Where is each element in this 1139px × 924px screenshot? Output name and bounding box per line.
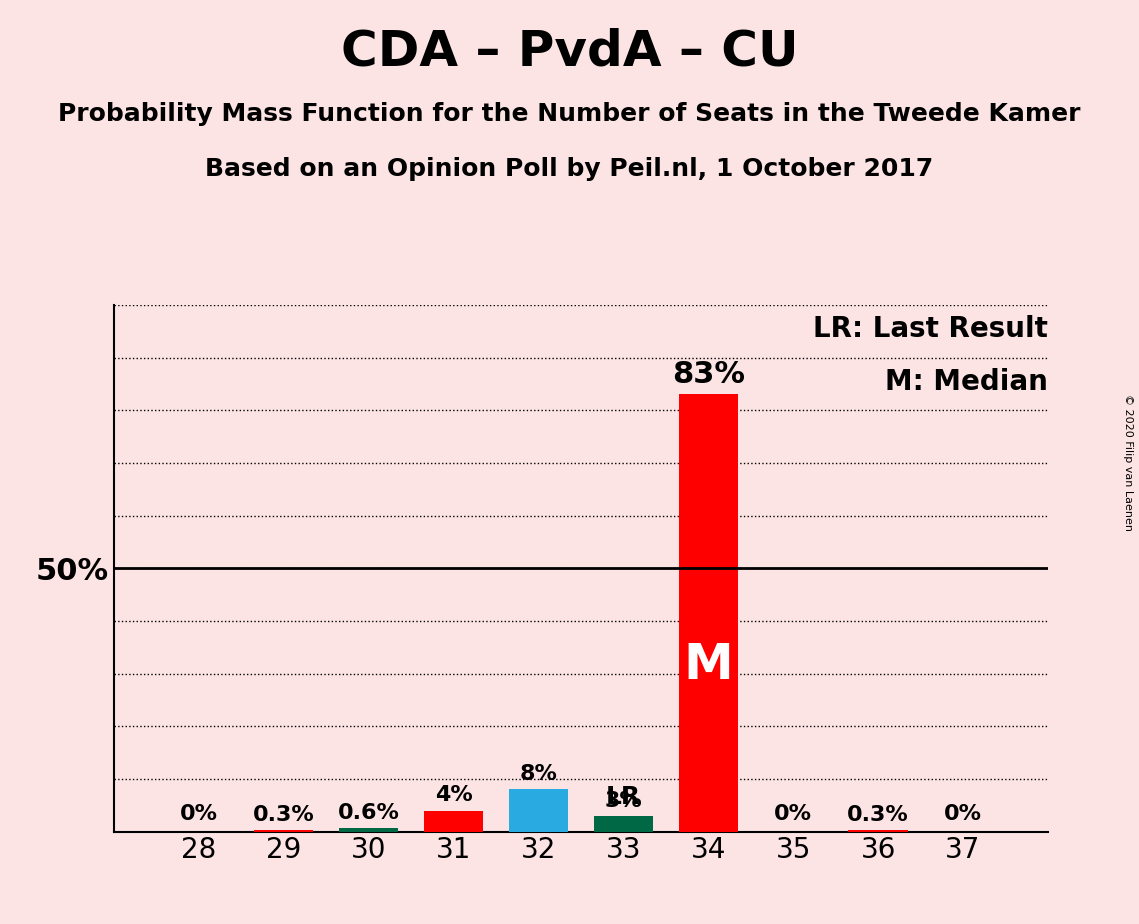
Text: 0%: 0% — [180, 804, 218, 823]
Bar — [339, 829, 399, 832]
Bar — [424, 810, 483, 832]
Text: Probability Mass Function for the Number of Seats in the Tweede Kamer: Probability Mass Function for the Number… — [58, 102, 1081, 126]
Text: 0%: 0% — [775, 804, 812, 823]
Text: © 2020 Filip van Laenen: © 2020 Filip van Laenen — [1123, 394, 1133, 530]
Text: M: M — [683, 641, 734, 689]
Text: 0.3%: 0.3% — [253, 805, 314, 825]
Text: Based on an Opinion Poll by Peil.nl, 1 October 2017: Based on an Opinion Poll by Peil.nl, 1 O… — [205, 157, 934, 181]
Text: 83%: 83% — [672, 360, 745, 389]
Text: CDA – PvdA – CU: CDA – PvdA – CU — [341, 28, 798, 76]
Bar — [254, 830, 313, 832]
Text: LR: Last Result: LR: Last Result — [813, 315, 1048, 344]
Text: 4%: 4% — [435, 785, 473, 805]
Text: 0.6%: 0.6% — [337, 803, 400, 823]
Text: 3%: 3% — [605, 791, 642, 810]
Bar — [849, 830, 908, 832]
Text: 8%: 8% — [519, 764, 557, 784]
Bar — [509, 789, 568, 832]
Text: LR: LR — [606, 785, 641, 809]
Text: 0%: 0% — [944, 804, 982, 823]
Text: 0.3%: 0.3% — [847, 805, 909, 825]
Bar — [679, 395, 738, 832]
Bar — [593, 816, 653, 832]
Text: M: Median: M: Median — [885, 368, 1048, 396]
